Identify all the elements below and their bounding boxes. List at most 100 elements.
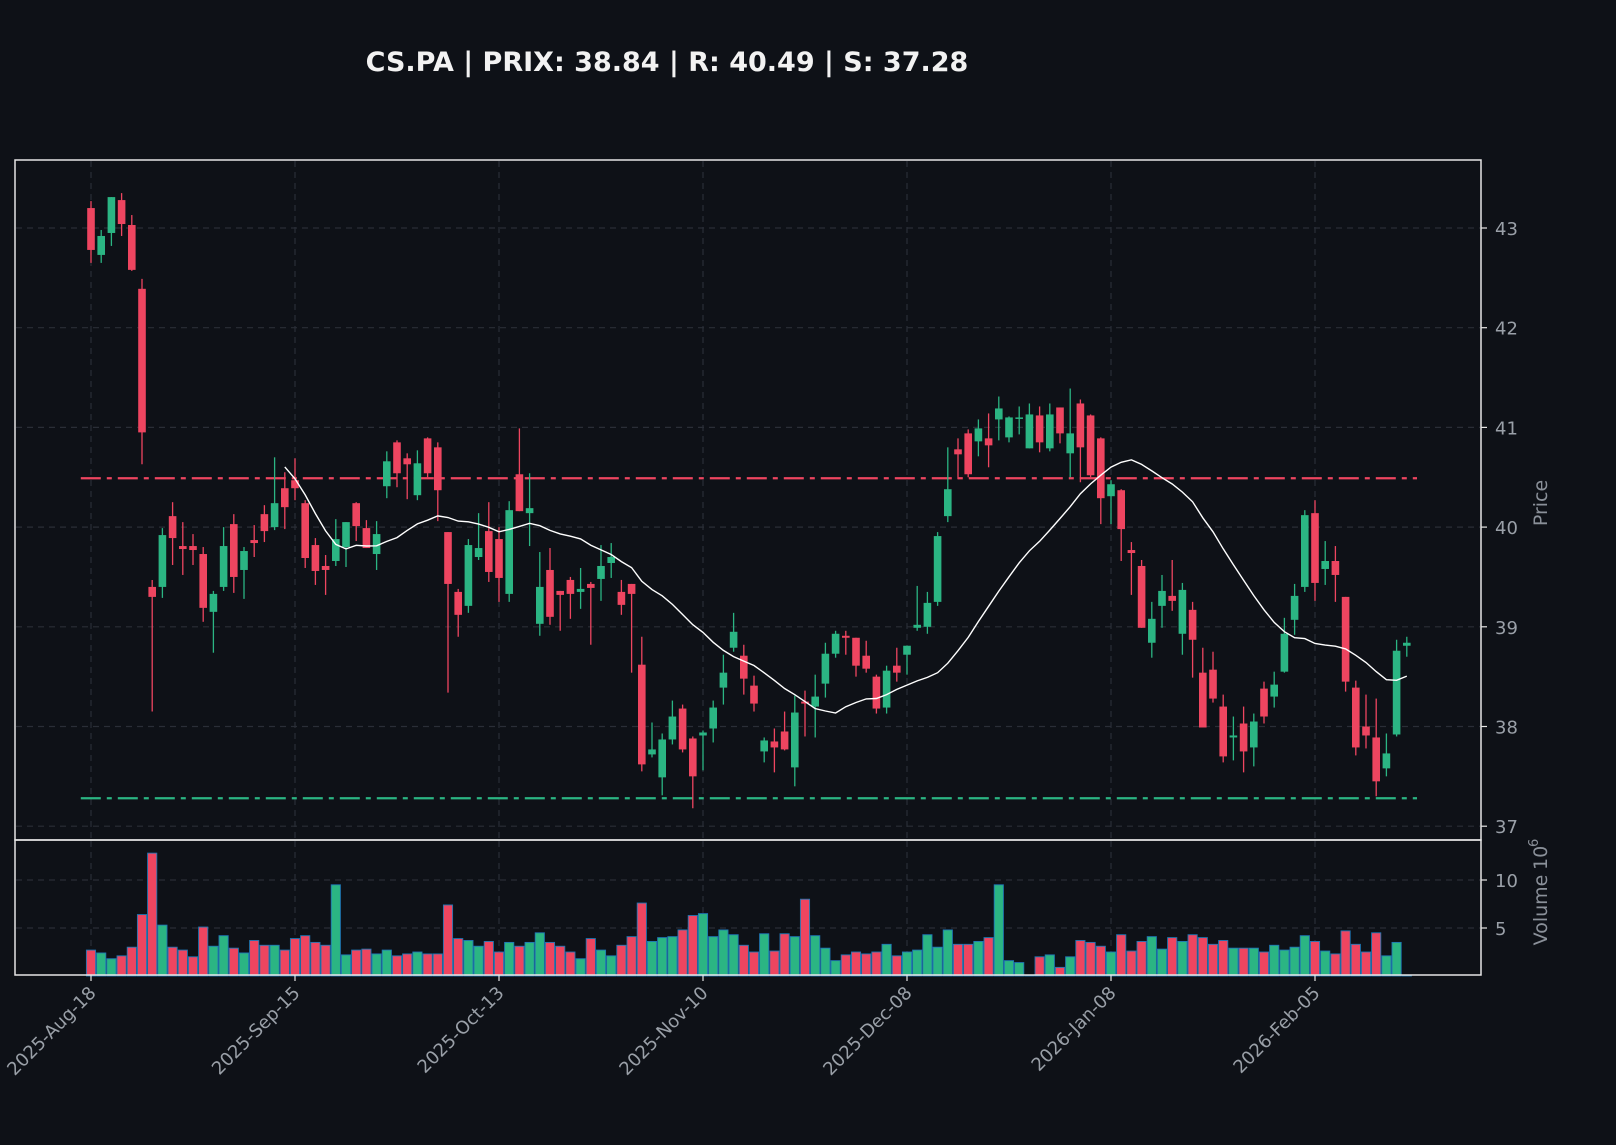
- volume-bar: [1309, 940, 1321, 977]
- candle-down: [1239, 706, 1248, 773]
- volume-bar: [1218, 940, 1229, 977]
- candle-up: [1382, 733, 1391, 777]
- candle-down: [1352, 680, 1360, 756]
- volume-bar: [881, 943, 892, 977]
- candle-up: [699, 730, 707, 771]
- volume-bar: [1391, 941, 1402, 977]
- candle-down: [179, 522, 187, 575]
- candle-body: [1362, 726, 1370, 736]
- candle-body: [1250, 721, 1258, 748]
- volume-scale-base: 10: [1530, 846, 1552, 870]
- volume-bar: [422, 953, 433, 977]
- candle-down: [362, 520, 371, 549]
- candle-body: [332, 539, 340, 561]
- volume-bars: [85, 852, 1412, 977]
- volume-bar: [1207, 943, 1219, 977]
- volume-bar: [238, 952, 250, 977]
- candle-down: [801, 690, 809, 737]
- candle-down: [1362, 694, 1370, 749]
- candle-body: [944, 489, 952, 517]
- volume-bar: [1360, 951, 1372, 977]
- candle-body: [1188, 609, 1197, 640]
- candle-down: [311, 538, 320, 585]
- candle-up: [974, 419, 983, 457]
- candle-body: [617, 591, 626, 605]
- candle-up: [219, 527, 228, 591]
- candle-body: [1117, 490, 1125, 530]
- price-tick-label: 40: [1495, 518, 1518, 539]
- candle-body: [719, 672, 728, 688]
- candle-up: [525, 473, 534, 547]
- candle-up: [536, 552, 544, 636]
- volume-bar: [667, 936, 678, 977]
- price-tick-label: 41: [1495, 418, 1518, 439]
- candle-body: [474, 548, 483, 558]
- candle-body: [821, 653, 830, 684]
- candle-body: [923, 602, 932, 627]
- candle-body: [1137, 565, 1146, 628]
- volume-bar: [442, 904, 454, 977]
- candle-body: [638, 664, 646, 765]
- moving-average-line: [284, 459, 1408, 714]
- candle-up: [342, 522, 350, 567]
- candle-up: [933, 532, 942, 606]
- candle-body: [1392, 650, 1401, 735]
- candle-body: [1311, 513, 1319, 583]
- candle-body: [1035, 415, 1044, 443]
- candle-body: [393, 442, 401, 474]
- candle-up: [1392, 639, 1401, 737]
- candle-body: [780, 731, 789, 750]
- volume-bar: [993, 884, 1004, 977]
- candle-down: [1199, 647, 1207, 728]
- candle-body: [1209, 669, 1217, 699]
- volume-bar: [1350, 943, 1361, 977]
- volume-bar: [1044, 954, 1055, 977]
- price-tick-label: 39: [1495, 618, 1518, 639]
- candle-body: [1280, 633, 1289, 672]
- candle-down: [352, 502, 360, 542]
- volume-bar: [136, 914, 148, 977]
- volume-bar: [1085, 941, 1096, 977]
- candle-up: [668, 700, 677, 745]
- volume-bar: [1371, 932, 1382, 977]
- volume-bar: [1014, 962, 1025, 977]
- volume-bar: [555, 945, 566, 977]
- candle-body: [1199, 672, 1207, 728]
- candle-down: [627, 583, 636, 673]
- candle-down: [1168, 560, 1176, 611]
- candle-body: [270, 503, 279, 528]
- candle-body: [199, 554, 207, 608]
- candle-down: [515, 428, 524, 512]
- candle-body: [97, 235, 105, 255]
- candle-body: [321, 565, 330, 570]
- candle-down: [893, 647, 901, 682]
- volume-bar: [1238, 947, 1249, 977]
- candle-down: [403, 453, 411, 500]
- candle-down: [872, 674, 881, 714]
- volume-bar: [626, 936, 637, 977]
- candle-body: [1086, 415, 1095, 476]
- volume-bar: [738, 944, 749, 977]
- volume-bar: [759, 933, 770, 977]
- candle-up: [719, 654, 728, 705]
- volume-bar: [1258, 951, 1270, 977]
- candle-body: [434, 447, 442, 491]
- candle-body: [1097, 438, 1105, 499]
- candle-down: [678, 704, 687, 753]
- volume-bar: [1146, 936, 1157, 977]
- volume-bar: [769, 950, 780, 977]
- candle-up: [648, 722, 656, 758]
- volume-bar: [1034, 956, 1045, 977]
- candle-up: [1148, 601, 1156, 658]
- volume-bar: [697, 913, 709, 977]
- candle-body: [1382, 753, 1391, 769]
- volume-bar: [381, 949, 392, 977]
- candle-body: [362, 528, 371, 549]
- candle-body: [454, 591, 462, 615]
- volume-bar: [901, 951, 913, 977]
- candle-up: [383, 451, 391, 499]
- candle-body: [148, 586, 156, 597]
- candle-body: [658, 739, 666, 778]
- volume-bar: [1187, 934, 1198, 977]
- volume-bar: [1054, 966, 1066, 977]
